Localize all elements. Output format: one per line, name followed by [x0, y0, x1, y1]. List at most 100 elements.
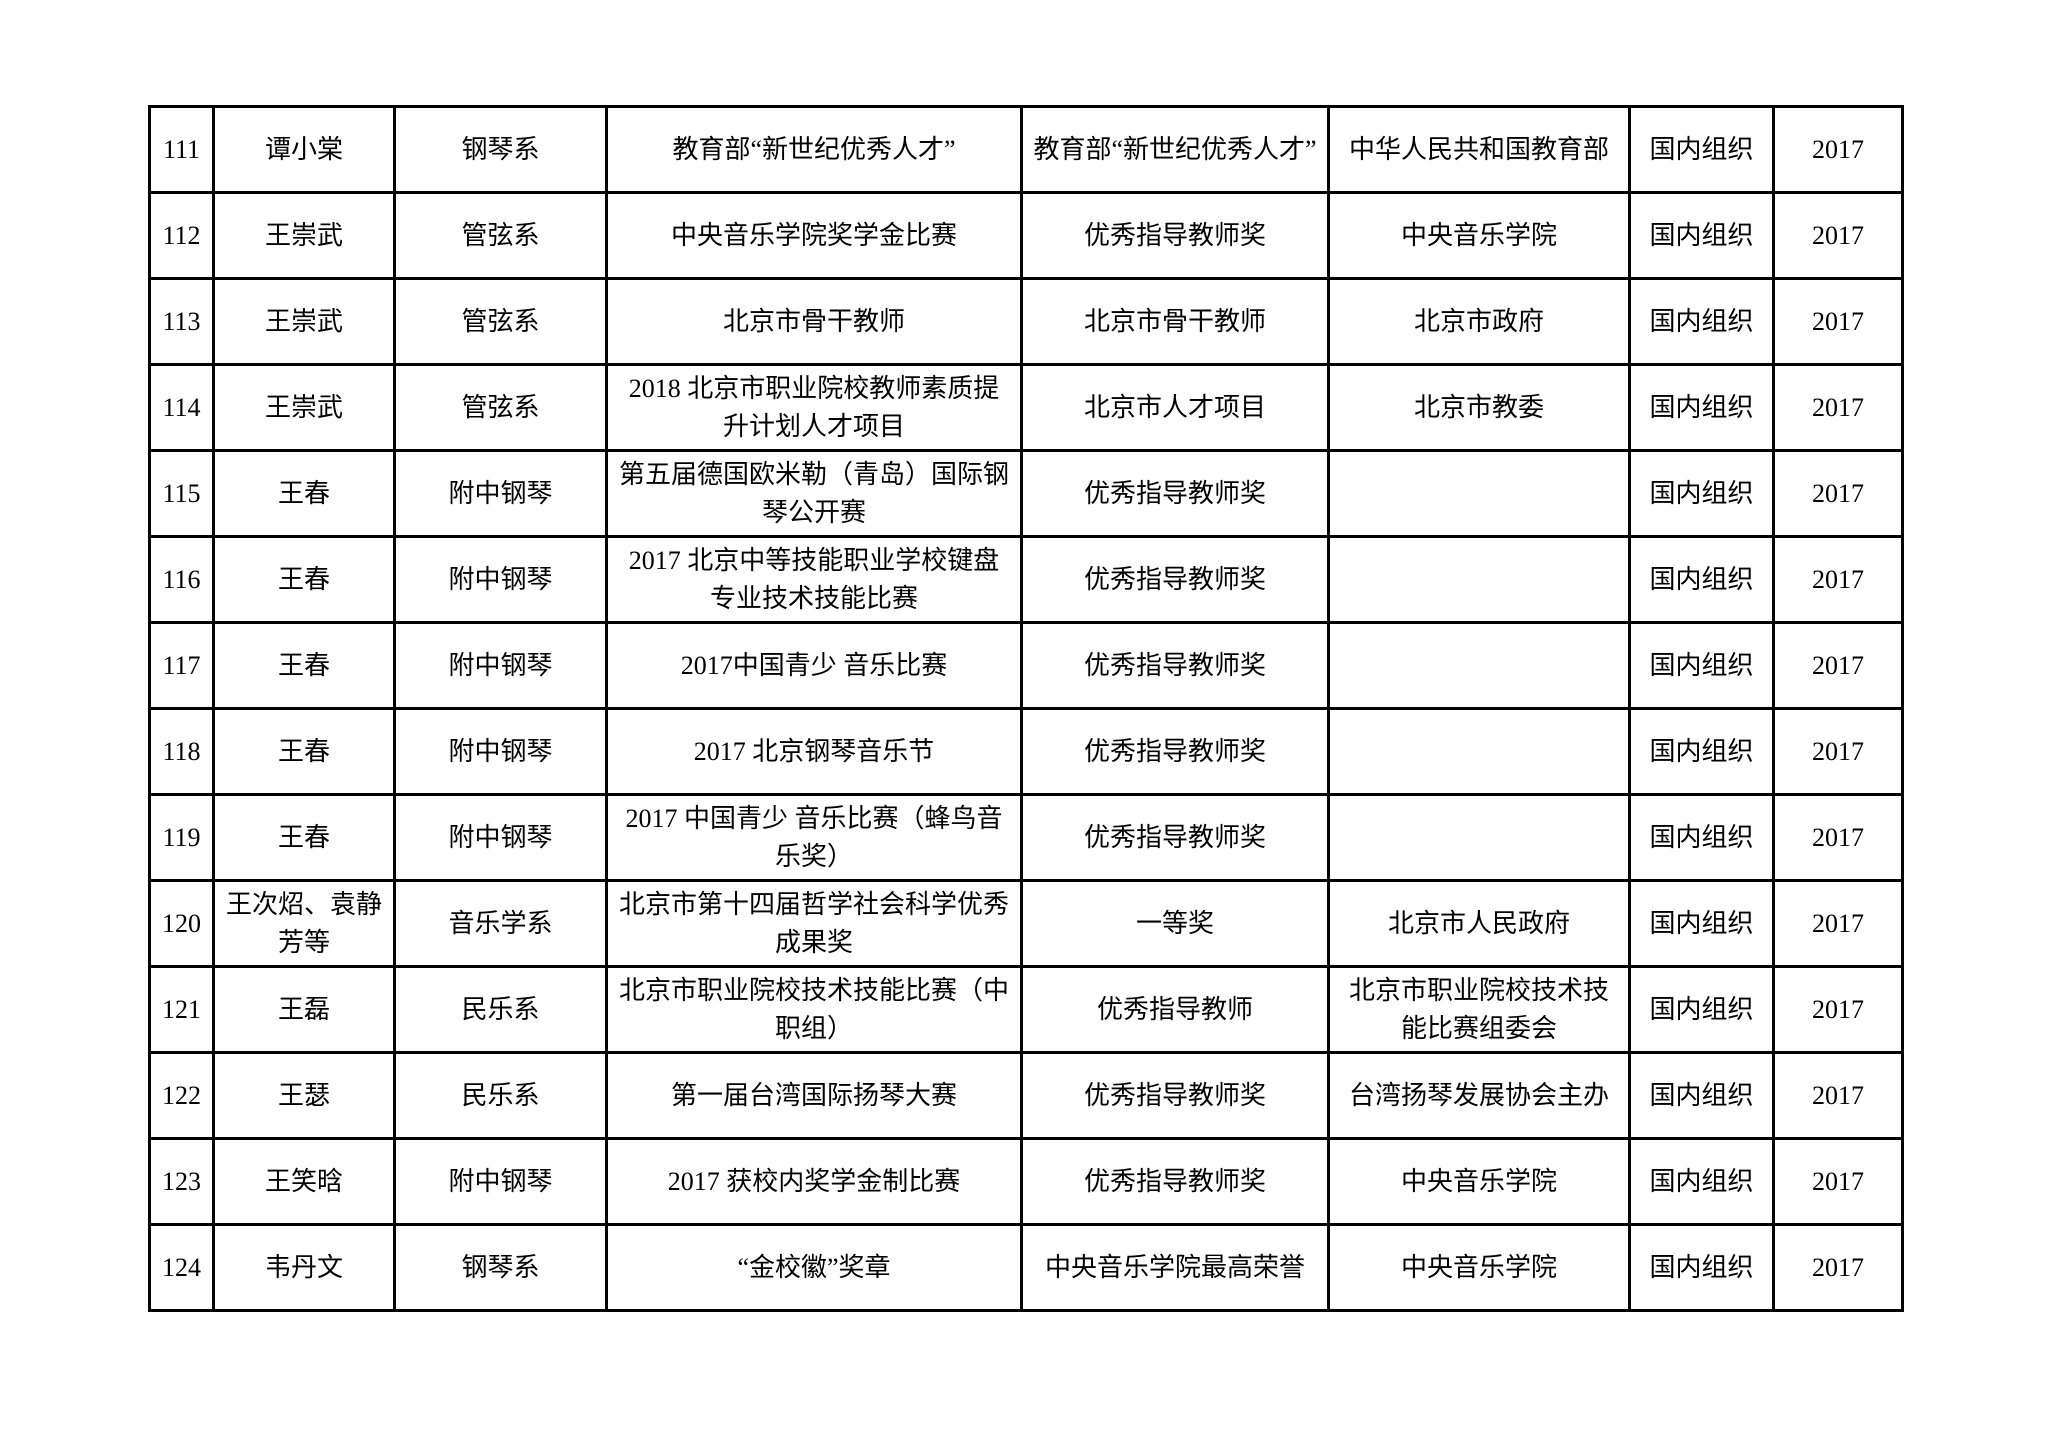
cell-row_no: 114: [148, 363, 215, 452]
table-row: 118 王春 附中钢琴 2017 北京钢琴音乐节 优秀指导教师奖 国内组织 2017: [148, 707, 1904, 796]
cell-department: 音乐学系: [393, 879, 608, 968]
cell-name: 王崇武: [212, 277, 396, 366]
cell-award_level: 优秀指导教师奖: [1020, 707, 1330, 796]
cell-award_name: 教育部“新世纪优秀人才”: [605, 105, 1023, 194]
cell-year: 2017: [1772, 965, 1904, 1054]
cell-year: 2017: [1772, 535, 1904, 624]
cell-row_no: 117: [148, 621, 215, 710]
cell-row_no: 113: [148, 277, 215, 366]
table-row: 122 王瑟 民乐系 第一届台湾国际扬琴大赛 优秀指导教师奖 台湾扬琴发展协会主办 国内组织…: [148, 1051, 1904, 1140]
cell-department: 附中钢琴: [393, 449, 608, 538]
cell-org_type: 国内组织: [1628, 965, 1775, 1054]
cell-organization: [1327, 621, 1631, 710]
cell-name: 王磊: [212, 965, 396, 1054]
cell-name: 王春: [212, 707, 396, 796]
cell-row_no: 121: [148, 965, 215, 1054]
table-row: 120 王次炤、袁静芳等 音乐学系 北京市第十四届哲学社会科学优秀成果奖 一等奖 北京市人…: [148, 879, 1904, 968]
cell-year: 2017: [1772, 449, 1904, 538]
cell-award_level: 优秀指导教师奖: [1020, 793, 1330, 882]
cell-award_name: 2017 获校内奖学金制比赛: [605, 1137, 1023, 1226]
cell-year: 2017: [1772, 191, 1904, 280]
cell-year: 2017: [1772, 707, 1904, 796]
cell-name: 王春: [212, 535, 396, 624]
cell-name: 王春: [212, 621, 396, 710]
cell-organization: 中央音乐学院: [1327, 191, 1631, 280]
table-row: 117 王春 附中钢琴 2017中国青少 音乐比赛 优秀指导教师奖 国内组织 2017: [148, 621, 1904, 710]
cell-name: 王春: [212, 793, 396, 882]
cell-award_level: 一等奖: [1020, 879, 1330, 968]
cell-name: 王春: [212, 449, 396, 538]
cell-department: 民乐系: [393, 1051, 608, 1140]
cell-org_type: 国内组织: [1628, 1137, 1775, 1226]
cell-organization: 中央音乐学院: [1327, 1137, 1631, 1226]
cell-org_type: 国内组织: [1628, 793, 1775, 882]
cell-row_no: 118: [148, 707, 215, 796]
cell-award_level: 优秀指导教师奖: [1020, 621, 1330, 710]
cell-department: 管弦系: [393, 277, 608, 366]
table-row: 119 王春 附中钢琴 2017 中国青少 音乐比赛（蜂鸟音乐奖） 优秀指导教师奖 国内组…: [148, 793, 1904, 882]
cell-org_type: 国内组织: [1628, 879, 1775, 968]
cell-year: 2017: [1772, 277, 1904, 366]
cell-year: 2017: [1772, 363, 1904, 452]
cell-organization: [1327, 535, 1631, 624]
table-row: 124 韦丹文 钢琴系 “金校徽”奖章 中央音乐学院最高荣誉 中央音乐学院 国内组织 2017: [148, 1223, 1904, 1312]
cell-org_type: 国内组织: [1628, 449, 1775, 538]
cell-award_level: 优秀指导教师奖: [1020, 1051, 1330, 1140]
cell-year: 2017: [1772, 1137, 1904, 1226]
cell-award_name: 2017 中国青少 音乐比赛（蜂鸟音乐奖）: [605, 793, 1023, 882]
table-row: 121 王磊 民乐系 北京市职业院校技术技能比赛（中职组） 优秀指导教师 北京市职业院校技…: [148, 965, 1904, 1054]
cell-row_no: 119: [148, 793, 215, 882]
cell-organization: 台湾扬琴发展协会主办: [1327, 1051, 1631, 1140]
cell-award_name: 2018 北京市职业院校教师素质提升计划人才项目: [605, 363, 1023, 452]
table-row: 112 王崇武 管弦系 中央音乐学院奖学金比赛 优秀指导教师奖 中央音乐学院 国内组织 201…: [148, 191, 1904, 280]
cell-name: 王崇武: [212, 191, 396, 280]
cell-row_no: 122: [148, 1051, 215, 1140]
cell-year: 2017: [1772, 105, 1904, 194]
cell-org_type: 国内组织: [1628, 105, 1775, 194]
cell-award_level: 中央音乐学院最高荣誉: [1020, 1223, 1330, 1312]
cell-department: 附中钢琴: [393, 535, 608, 624]
cell-org_type: 国内组织: [1628, 191, 1775, 280]
cell-org_type: 国内组织: [1628, 621, 1775, 710]
cell-award_level: 北京市骨干教师: [1020, 277, 1330, 366]
cell-organization: [1327, 449, 1631, 538]
cell-department: 民乐系: [393, 965, 608, 1054]
cell-year: 2017: [1772, 1051, 1904, 1140]
cell-organization: 北京市职业院校技术技能比赛组委会: [1327, 965, 1631, 1054]
cell-name: 王次炤、袁静芳等: [212, 879, 396, 968]
cell-award_level: 优秀指导教师奖: [1020, 535, 1330, 624]
table-row: 111 谭小棠 钢琴系 教育部“新世纪优秀人才” 教育部“新世纪优秀人才” 中华人民共和国…: [148, 105, 1904, 194]
cell-department: 钢琴系: [393, 105, 608, 194]
cell-award_name: 北京市骨干教师: [605, 277, 1023, 366]
cell-organization: 中央音乐学院: [1327, 1223, 1631, 1312]
cell-row_no: 123: [148, 1137, 215, 1226]
table-row: 123 王笑晗 附中钢琴 2017 获校内奖学金制比赛 优秀指导教师奖 中央音乐学院 国内组…: [148, 1137, 1904, 1226]
cell-name: 王瑟: [212, 1051, 396, 1140]
cell-department: 管弦系: [393, 191, 608, 280]
cell-award_level: 北京市人才项目: [1020, 363, 1330, 452]
cell-org_type: 国内组织: [1628, 363, 1775, 452]
cell-org_type: 国内组织: [1628, 707, 1775, 796]
table-row: 116 王春 附中钢琴 2017 北京中等技能职业学校键盘专业技术技能比赛 优秀指导教师…: [148, 535, 1904, 624]
cell-name: 谭小棠: [212, 105, 396, 194]
table-row: 113 王崇武 管弦系 北京市骨干教师 北京市骨干教师 北京市政府 国内组织 2017: [148, 277, 1904, 366]
cell-award_name: 北京市职业院校技术技能比赛（中职组）: [605, 965, 1023, 1054]
cell-organization: 北京市教委: [1327, 363, 1631, 452]
cell-org_type: 国内组织: [1628, 277, 1775, 366]
cell-name: 韦丹文: [212, 1223, 396, 1312]
cell-row_no: 112: [148, 191, 215, 280]
cell-award_level: 优秀指导教师奖: [1020, 191, 1330, 280]
awards-table: 111 谭小棠 钢琴系 教育部“新世纪优秀人才” 教育部“新世纪优秀人才” 中华人民共和国…: [148, 105, 1904, 1312]
cell-org_type: 国内组织: [1628, 1223, 1775, 1312]
cell-organization: [1327, 793, 1631, 882]
cell-year: 2017: [1772, 621, 1904, 710]
cell-award_name: 北京市第十四届哲学社会科学优秀成果奖: [605, 879, 1023, 968]
cell-award_level: 优秀指导教师奖: [1020, 1137, 1330, 1226]
cell-organization: 北京市人民政府: [1327, 879, 1631, 968]
cell-department: 钢琴系: [393, 1223, 608, 1312]
table-row: 114 王崇武 管弦系 2018 北京市职业院校教师素质提升计划人才项目 北京市人才项目…: [148, 363, 1904, 452]
cell-award_name: 2017 北京中等技能职业学校键盘专业技术技能比赛: [605, 535, 1023, 624]
cell-award_level: 优秀指导教师: [1020, 965, 1330, 1054]
cell-award_level: 教育部“新世纪优秀人才”: [1020, 105, 1330, 194]
cell-organization: [1327, 707, 1631, 796]
